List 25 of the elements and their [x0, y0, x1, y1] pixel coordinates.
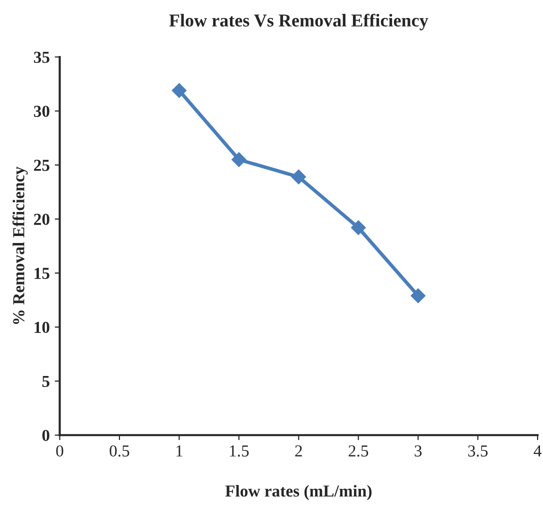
x-tick-label: 1.5 [230, 445, 249, 457]
point [350, 220, 366, 236]
x-tick-label: 0.5 [110, 445, 130, 457]
x-tick-label: 4 [534, 445, 542, 456]
x-tick-label: 0 [56, 445, 64, 457]
x-tick-label: 3.5 [468, 445, 488, 457]
y-tick-label: 30 [34, 106, 50, 117]
y-tick-label: 5 [42, 376, 50, 388]
y-tick-label: 25 [34, 160, 50, 171]
point [291, 170, 306, 184]
chart-title: Flow rates Vs Removal Efficiency [169, 14, 428, 30]
y-tick-label: 20 [34, 214, 50, 225]
x-tick-label: 1 [176, 445, 182, 456]
point [172, 83, 187, 98]
x-axis-title: Flow rates (mL/min) [225, 484, 372, 500]
y-tick-label: 0 [42, 430, 50, 442]
x-tick-label: 3 [414, 445, 422, 457]
point [232, 152, 246, 168]
y-axis-title: % Removal Efficiency [12, 166, 28, 324]
y-tick-label: 35 [34, 52, 50, 63]
x-tick-label: 2 [295, 445, 302, 456]
y-tick-label: 10 [34, 322, 50, 334]
x-tick-label: 2.5 [348, 445, 368, 457]
point [410, 288, 426, 304]
y-tick-label: 15 [34, 268, 50, 280]
